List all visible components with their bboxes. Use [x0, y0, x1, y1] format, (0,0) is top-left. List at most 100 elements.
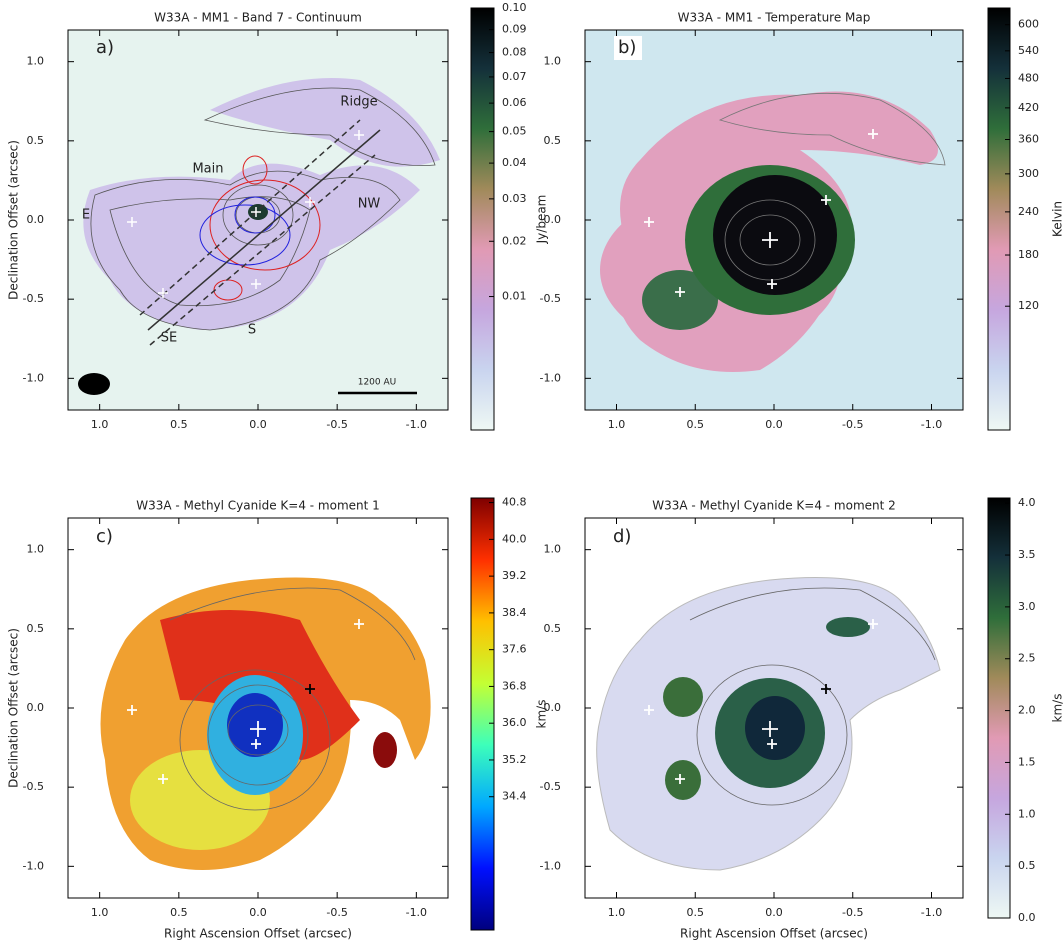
colorbar [987, 7, 1011, 431]
colorbar-tick-label: 3.5 [1018, 548, 1036, 561]
y-tick-label: -1.0 [23, 859, 44, 872]
y-axis-label: Declination Offset (arcsec) [7, 628, 21, 788]
colorbar-tick-label: 0.03 [502, 192, 527, 205]
colorbar-tick-label: 37.6 [502, 643, 527, 656]
colorbar-label: Jy/beam [535, 195, 549, 245]
y-axis-label: Declination Offset (arcsec) [7, 140, 21, 300]
y-tick-label: 1.0 [544, 55, 562, 68]
x-tick-label: 0.0 [765, 906, 783, 919]
panel-label: d) [613, 526, 631, 547]
colorbar-tick-label: 120 [1018, 299, 1039, 312]
x-tick-label: 0.0 [765, 418, 783, 431]
dispersion-field [663, 677, 703, 717]
y-tick-label: 0.0 [544, 701, 562, 714]
colorbar-tick-label: 35.2 [502, 753, 527, 766]
x-tick-label: 0.5 [687, 906, 705, 919]
contours [169, 587, 416, 811]
x-tick-label: 1.0 [91, 418, 109, 431]
x-tick-label: 0.5 [687, 418, 705, 431]
x-tick-label: -1.0 [406, 906, 427, 919]
colorbar-tick-label: 360 [1018, 132, 1039, 145]
colorbar-tick-label: 540 [1018, 44, 1039, 57]
y-tick-label: -1.0 [540, 371, 561, 384]
source-markers [127, 130, 364, 298]
beam [78, 373, 110, 395]
source-marker [305, 684, 315, 694]
colorbar-tick-label: 0.05 [502, 125, 527, 138]
colorbar-tick-label: 420 [1018, 101, 1039, 114]
x-tick-label: 1.0 [608, 906, 626, 919]
x-axis-label: Right Ascension Offset (arcsec) [680, 927, 868, 941]
y-tick-label: 0.0 [27, 213, 45, 226]
hot-region [642, 270, 718, 330]
x-tick-label: -0.5 [326, 418, 347, 431]
source-markers [644, 129, 878, 297]
source-markers [644, 619, 878, 784]
annotation: S [248, 323, 256, 338]
colorbar [987, 497, 1011, 919]
colorbar-tick-label: 1.0 [1018, 807, 1036, 820]
emission [83, 163, 421, 330]
x-tick-label: 0.0 [249, 418, 267, 431]
source-marker [821, 684, 831, 694]
colorbar-tick-label: 0.0 [1018, 911, 1036, 924]
y-tick-label: 0.0 [544, 213, 562, 226]
colorbar-tick-label: 0.07 [502, 70, 527, 83]
y-tick-label: -1.0 [23, 371, 44, 384]
y-tick-label: -0.5 [23, 780, 44, 793]
panel-label: a) [96, 37, 114, 58]
colorbar-tick-label: 0.10 [502, 1, 527, 14]
y-tick-label: 0.5 [544, 134, 562, 147]
chart-title: W33A - MM1 - Band 7 - Continuum [154, 11, 362, 25]
chart-title: W33A - Methyl Cyanide K=4 - moment 2 [652, 499, 896, 513]
x-axis-label: Right Ascension Offset (arcsec) [164, 927, 352, 941]
x-tick-label: 0.0 [249, 906, 267, 919]
annotation: Main [192, 162, 223, 177]
colorbar-tick-label: 0.09 [502, 23, 527, 36]
x-tick-label: -0.5 [842, 906, 863, 919]
panel-label: b) [618, 37, 636, 58]
y-tick-label: -1.0 [540, 859, 561, 872]
x-tick-label: -1.0 [406, 418, 427, 431]
colorbar-tick-label: 2.0 [1018, 704, 1036, 717]
annotation: E [82, 208, 90, 223]
colorbar-tick-label: 180 [1018, 248, 1039, 261]
map-d [596, 577, 941, 871]
hot-core [713, 175, 837, 295]
y-tick-label: -0.5 [540, 780, 561, 793]
x-tick-label: -1.0 [921, 906, 942, 919]
chart-title: W33A - Methyl Cyanide K=4 - moment 1 [136, 499, 380, 513]
colorbar-label: Kelvin [1051, 201, 1064, 237]
x-tick-label: -0.5 [326, 906, 347, 919]
annotation: SE [161, 331, 177, 346]
colorbar-tick-label: 0.08 [502, 46, 527, 59]
colorbar-tick-label: 0.02 [502, 234, 527, 247]
colorbar-tick-label: 3.0 [1018, 600, 1036, 613]
source-markers [127, 619, 364, 784]
colorbar-tick-label: 480 [1018, 71, 1039, 84]
x-tick-label: 0.5 [170, 418, 188, 431]
velocity-field [227, 693, 283, 757]
annotation: 1200 AU [358, 378, 397, 388]
y-tick-label: 1.0 [544, 543, 562, 556]
map-b [585, 30, 963, 410]
y-tick-label: 0.0 [27, 701, 45, 714]
colorbar-tick-label: 1.5 [1018, 755, 1036, 768]
colorbar-tick-label: 40.8 [502, 496, 527, 509]
colorbar-tick-label: 0.5 [1018, 859, 1036, 872]
axis-lines [139, 119, 381, 346]
colorbar-tick-label: 4.0 [1018, 496, 1036, 509]
y-tick-label: -0.5 [23, 292, 44, 305]
colorbar-tick-label: 40.0 [502, 532, 527, 545]
chart-title: W33A - MM1 - Temperature Map [678, 11, 871, 25]
panel-label-box [614, 36, 642, 60]
colorbar-tick-label: 36.0 [502, 716, 527, 729]
colorbar-tick-label: 34.4 [502, 790, 527, 803]
contours [718, 92, 946, 281]
colorbar-tick-label: 38.4 [502, 606, 527, 619]
annotation: Ridge [340, 95, 377, 110]
y-tick-label: 1.0 [27, 543, 45, 556]
x-tick-label: 1.0 [608, 418, 626, 431]
x-tick-label: -1.0 [921, 418, 942, 431]
colorbar-tick-label: 0.06 [502, 96, 527, 109]
